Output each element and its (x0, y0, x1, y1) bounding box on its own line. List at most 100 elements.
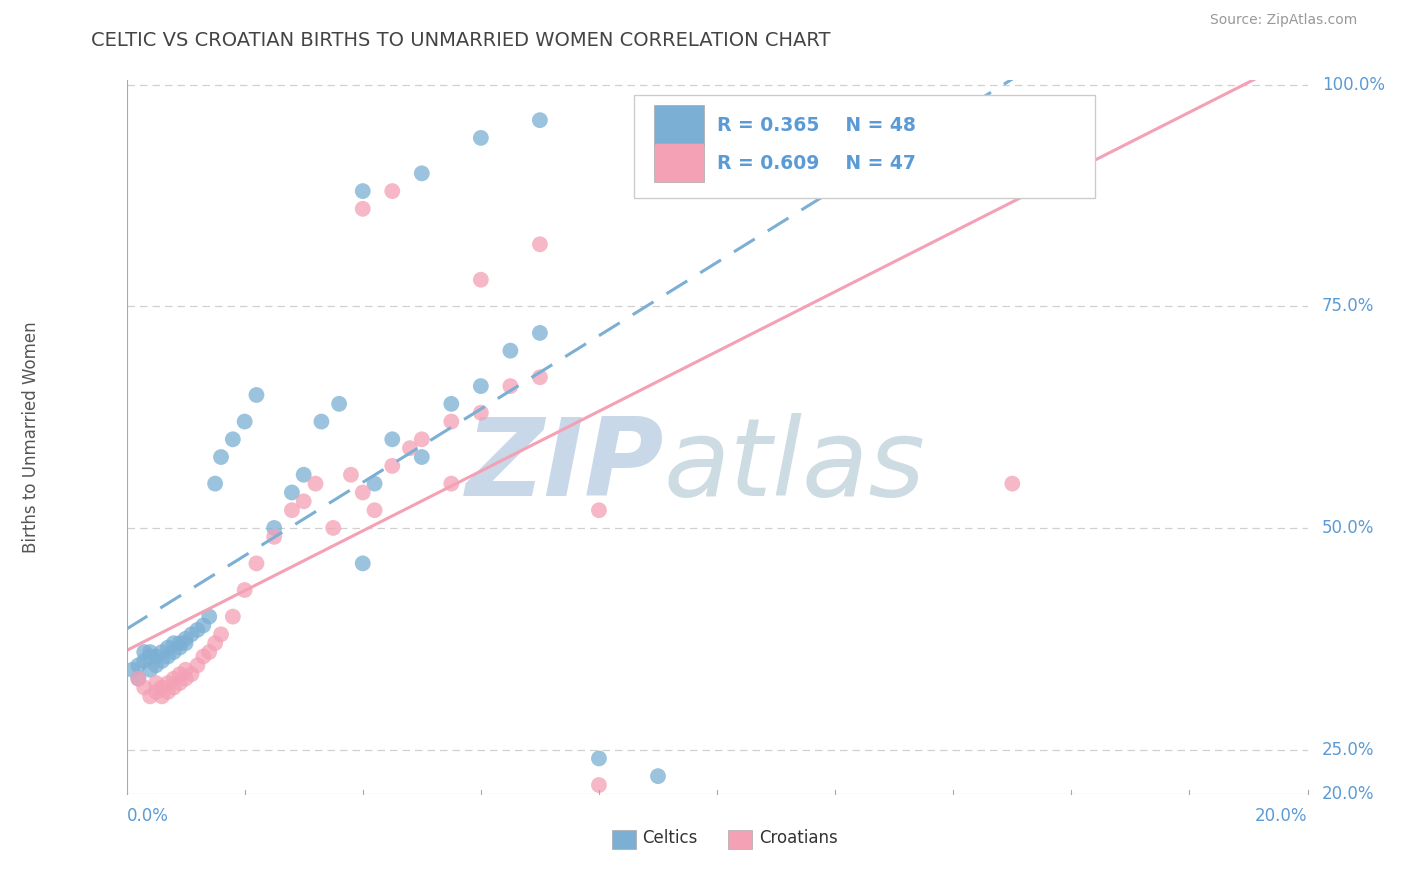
Point (245, 557, 267, 571)
Point (134, 681, 156, 695)
Point (529, 326, 551, 340)
Point (588, 778, 610, 792)
Point (139, 649, 162, 664)
Point (440, 415, 463, 429)
Bar (654, 143, 704, 182)
Point (352, 557, 374, 571)
Point (150, 690, 173, 704)
Point (245, 388, 267, 402)
Bar (612, 830, 636, 849)
Point (150, 654, 173, 668)
Text: 0.0%: 0.0% (127, 807, 169, 825)
Point (281, 503, 304, 517)
Point (186, 658, 208, 673)
Point (647, 769, 669, 783)
Point (292, 494, 315, 508)
Point (145, 685, 167, 699)
Point (222, 432, 245, 446)
Point (411, 450, 433, 464)
Text: ZIP: ZIP (465, 413, 664, 518)
Point (127, 658, 149, 673)
Point (263, 530, 285, 544)
Point (399, 441, 422, 455)
Point (381, 432, 404, 446)
Text: 20.0%: 20.0% (1256, 807, 1308, 825)
Text: 20.0%: 20.0% (1322, 785, 1374, 803)
Point (292, 467, 315, 482)
Point (204, 636, 226, 650)
Text: 50.0%: 50.0% (1322, 519, 1374, 537)
Point (1001, 476, 1024, 491)
FancyBboxPatch shape (634, 95, 1095, 198)
Point (156, 640, 179, 655)
Point (363, 476, 385, 491)
Point (156, 649, 179, 664)
Point (588, 503, 610, 517)
Point (499, 343, 522, 358)
Point (121, 663, 143, 677)
Point (470, 273, 492, 287)
Point (328, 397, 350, 411)
Point (352, 184, 374, 198)
Bar (728, 830, 752, 849)
Point (169, 676, 191, 690)
Point (204, 476, 226, 491)
Point (169, 667, 191, 681)
Text: CELTIC VS CROATIAN BIRTHS TO UNMARRIED WOMEN CORRELATION CHART: CELTIC VS CROATIAN BIRTHS TO UNMARRIED W… (91, 31, 831, 50)
Point (411, 432, 433, 446)
Point (134, 654, 156, 668)
Point (198, 645, 221, 659)
Point (381, 458, 404, 473)
Point (440, 476, 463, 491)
Point (304, 476, 326, 491)
Point (174, 636, 197, 650)
Point (127, 672, 149, 686)
Point (145, 658, 167, 673)
Point (209, 450, 232, 464)
Point (139, 663, 162, 677)
Point (193, 618, 215, 632)
Point (381, 184, 404, 198)
Text: 100.0%: 100.0% (1322, 76, 1385, 94)
Text: atlas: atlas (664, 413, 925, 518)
Point (163, 681, 186, 695)
Point (134, 645, 156, 659)
Point (139, 690, 162, 704)
Point (263, 521, 285, 535)
Text: R = 0.365    N = 48: R = 0.365 N = 48 (717, 116, 915, 135)
Point (233, 582, 256, 597)
Text: Croatians: Croatians (759, 830, 838, 847)
Point (411, 166, 433, 180)
Point (470, 406, 492, 420)
Point (139, 645, 162, 659)
Point (145, 676, 167, 690)
Point (145, 649, 167, 664)
Point (311, 415, 333, 429)
Point (163, 672, 186, 686)
Point (163, 645, 186, 659)
Point (363, 503, 385, 517)
Point (340, 467, 363, 482)
Point (198, 609, 221, 624)
Point (529, 113, 551, 128)
Point (127, 672, 149, 686)
Point (163, 636, 186, 650)
Point (150, 645, 173, 659)
Point (233, 415, 256, 429)
Point (186, 623, 208, 637)
Point (209, 627, 232, 641)
Point (180, 627, 202, 641)
Point (222, 609, 245, 624)
Point (352, 485, 374, 500)
Point (470, 131, 492, 145)
Point (193, 649, 215, 664)
Point (470, 379, 492, 393)
Point (156, 685, 179, 699)
Point (174, 663, 197, 677)
Text: 75.0%: 75.0% (1322, 297, 1374, 316)
Point (174, 672, 197, 686)
Point (529, 370, 551, 384)
Point (150, 681, 173, 695)
Bar (654, 105, 704, 145)
Point (174, 632, 197, 646)
